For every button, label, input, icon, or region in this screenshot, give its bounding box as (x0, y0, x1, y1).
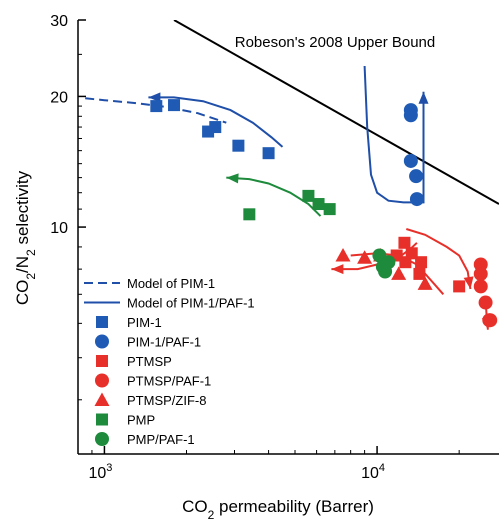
point-ptmsp-6 (415, 256, 428, 269)
legend-swatch (95, 334, 109, 349)
legend-label: Model of PIM-1/PAF-1 (127, 296, 255, 311)
legend-label: PTMSP (127, 354, 172, 369)
point-ptmsp-paf-1-3 (473, 279, 488, 294)
point-pim-1-paf-1-3 (403, 153, 418, 168)
point-ptmsp-zif-8-4 (391, 266, 407, 280)
x-axis-title: CO2 permeability (Barrer) (182, 497, 374, 522)
series-pmp-paf-1 (372, 248, 396, 279)
point-ptmsp-7 (453, 280, 466, 293)
point-ptmsp-5 (413, 267, 426, 280)
legend-label: PIM-1/PAF-1 (127, 335, 201, 350)
point-pim-1-paf-1-2 (403, 108, 418, 123)
legend-swatch (95, 432, 109, 446)
curve-3 (363, 65, 425, 204)
curve-2 (148, 96, 284, 148)
x-tick-label-1000: 103 (88, 462, 112, 482)
y-tick-label-20: 20 (50, 89, 68, 106)
legend-swatch (96, 355, 108, 367)
point-pim-1-1 (150, 100, 163, 113)
point-ptmsp-zif-8-1 (335, 247, 351, 262)
curve-5-arrow (331, 264, 344, 275)
plot-area: Robeson's 2008 Upper Bound (85, 20, 499, 330)
point-ptmsp-zif-8-5 (417, 276, 433, 290)
x-tick-label-10000: 104 (361, 462, 385, 482)
legend-swatch (96, 413, 108, 426)
legend-item-model-of-pim-1: Model of PIM-1 (84, 276, 215, 291)
curve-7-arrow (463, 276, 474, 289)
legend-item-pmp: PMP (96, 413, 155, 428)
legend: Model of PIM-1 Model of PIM-1/PAF-1 PIM-1 P… (84, 276, 255, 447)
legend-item-model-of-pim-1-paf-1: Model of PIM-1/PAF-1 (84, 296, 255, 311)
series-ptmsp-paf-1 (473, 257, 498, 328)
legend-item-pmp-paf-1: PMP/PAF-1 (95, 432, 195, 447)
y-tick-label-10: 10 (50, 220, 68, 237)
curve-4-arrow (226, 173, 239, 184)
point-pim-1-5 (232, 139, 245, 152)
legend-label: PMP (127, 413, 155, 428)
legend-item-ptmsp: PTMSP (96, 354, 172, 369)
point-pmp-4 (323, 203, 336, 216)
upper-bound-label: Robeson's 2008 Upper Bound (235, 34, 436, 51)
legend-label: Model of PIM-1 (127, 276, 215, 291)
series-pim-1-paf-1 (403, 103, 424, 207)
legend-swatch (95, 373, 109, 388)
point-ptmsp-paf-1-2 (473, 266, 488, 281)
series-pim-1 (150, 99, 275, 160)
legend-label: PTMSP/PAF-1 (127, 374, 211, 389)
legend-item-ptmsp-paf-1: PTMSP/PAF-1 (95, 373, 211, 389)
axis-titles: CO2 permeability (Barrer) CO2/N2 selecti… (13, 170, 374, 522)
curve-4 (226, 176, 322, 217)
legend-swatch (94, 392, 110, 406)
point-pim-1-paf-1-5 (409, 192, 424, 207)
legend-label: PIM-1 (127, 315, 162, 330)
legend-item-pim-1-paf-1: PIM-1/PAF-1 (95, 334, 201, 350)
legend-item-ptmsp-zif-8: PTMSP/ZIF-8 (94, 392, 206, 408)
point-ptmsp-2 (398, 236, 411, 249)
legend-label: PMP/PAF-1 (127, 432, 195, 447)
point-pim-1-6 (262, 147, 275, 160)
point-pim-1-paf-1-4 (409, 169, 424, 184)
curve-2-arrow (148, 92, 161, 103)
legend-label: PTMSP/ZIF-8 (127, 393, 206, 408)
upper-bound-line (173, 20, 499, 205)
series-pmp (243, 189, 336, 221)
point-ptmsp-4 (405, 247, 418, 260)
y-tick-label-30: 30 (50, 13, 68, 30)
point-ptmsp-zif-8-2 (357, 250, 373, 264)
curve-1 (85, 97, 227, 124)
point-ptmsp-paf-1-6 (483, 313, 498, 328)
curve-7 (406, 228, 472, 290)
point-pmp-1 (243, 208, 256, 221)
axes: 10 20 30 103 104 (50, 13, 499, 482)
plot-clip-group (85, 20, 499, 330)
y-axis-title: CO2/N2 selectivity (13, 170, 38, 305)
legend-swatch (96, 316, 108, 328)
series-ptmsp (390, 236, 466, 293)
point-pim-1-2 (168, 99, 181, 112)
curve-3-arrow (418, 91, 429, 104)
point-pmp-paf-1-4 (381, 255, 396, 270)
point-ptmsp-paf-1-4 (478, 295, 493, 310)
point-pmp-3 (312, 198, 325, 211)
point-pim-1-4 (209, 121, 222, 134)
legend-item-pim-1: PIM-1 (96, 315, 162, 330)
point-pmp-2 (302, 189, 315, 202)
